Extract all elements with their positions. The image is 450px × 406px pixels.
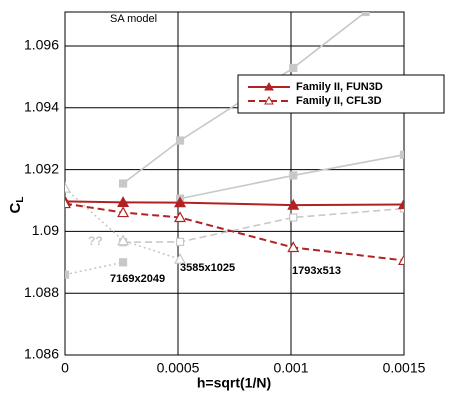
marker <box>397 254 404 266</box>
legend-box <box>237 74 445 114</box>
series-line <box>65 187 181 260</box>
marker <box>289 171 298 180</box>
plot-area <box>65 12 404 279</box>
marker <box>174 252 187 264</box>
marker <box>287 198 300 210</box>
y-tick-label: 1.096 <box>24 37 59 53</box>
annotation: 3585x1025 <box>180 262 235 274</box>
marker <box>399 150 404 159</box>
marker <box>174 211 187 223</box>
y-tick-label: 1.088 <box>24 284 59 300</box>
annotation: ?? <box>88 234 103 248</box>
x-tick-label: 0.0005 <box>157 360 200 376</box>
y-tick-label: 1.092 <box>24 160 59 176</box>
marker <box>175 237 185 247</box>
marker <box>287 241 300 253</box>
legend-label: Family II, CFL3D <box>296 95 382 107</box>
x-tick-label: 0 <box>61 360 69 376</box>
y-axis-label-sub: L <box>15 197 26 203</box>
marker <box>65 181 72 193</box>
marker <box>118 258 128 267</box>
y-tick-label: 1.086 <box>24 346 59 362</box>
series-line <box>123 207 404 244</box>
legend-marker <box>264 81 274 91</box>
marker <box>397 198 404 210</box>
y-axis-label: CL <box>7 197 26 214</box>
x-axis-label: h=sqrt(1/N) <box>197 375 271 391</box>
annotation: 7169x2049 <box>110 273 165 285</box>
legend-label: Family II, FUN3D <box>296 81 383 93</box>
legend-marker <box>264 95 274 105</box>
marker <box>174 196 187 208</box>
marker <box>175 136 185 145</box>
marker <box>117 206 130 218</box>
x-tick-label: 0.0015 <box>383 360 426 376</box>
marker <box>289 213 298 222</box>
marker <box>361 12 370 17</box>
marker <box>289 63 298 73</box>
chart-title: SA model <box>110 13 157 25</box>
y-tick-label: 1.09 <box>32 222 59 238</box>
marker <box>117 234 130 246</box>
annotation: 1793x513 <box>292 265 341 277</box>
marker <box>118 179 128 188</box>
y-tick-label: 1.094 <box>24 98 59 114</box>
marker <box>65 197 72 209</box>
series-line <box>122 12 367 185</box>
marker <box>65 270 70 279</box>
x-tick-label: 0.001 <box>273 360 308 376</box>
y-axis-label-main: C <box>7 202 24 213</box>
